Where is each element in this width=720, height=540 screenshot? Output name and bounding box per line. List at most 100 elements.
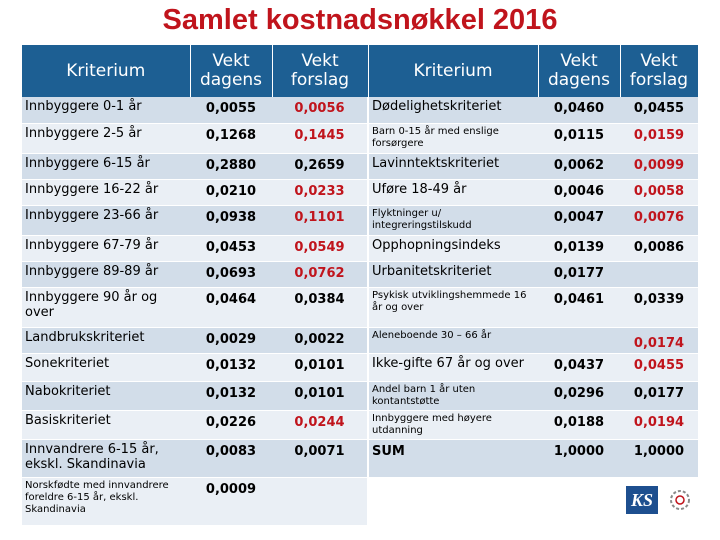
left-vekt-forslag: 0,1445: [272, 123, 368, 154]
right-criterion: Psykisk utviklingshemmede 16 år og over: [367, 287, 538, 328]
left-criterion: Innbyggere 2-5 år: [22, 123, 190, 154]
table-row: Innbyggere 6-15 år 0,2880 0,2659 Lavinnt…: [22, 153, 698, 180]
left-criterion: Innbyggere 89-89 år: [22, 261, 190, 288]
left-vekt-forslag: 0,0384: [272, 287, 368, 328]
header-vekt-forslag-left: Vekt forslag: [272, 45, 369, 97]
left-vekt-forslag: 0,0101: [272, 353, 368, 382]
left-vekt-dagens: 0,1268: [190, 123, 272, 154]
table-row: Innbyggere 90 år og over 0,0464 0,0384 P…: [22, 287, 698, 328]
right-vekt-dagens: 0,0062: [538, 153, 620, 180]
sum-label: SUM: [367, 439, 538, 478]
right-criterion: Uføre 18-49 år: [367, 179, 538, 206]
table-row: Innbyggere 16-22 år 0,0210 0,0233 Uføre …: [22, 179, 698, 206]
left-vekt-dagens: 0,0210: [190, 179, 272, 206]
left-vekt-dagens: 0,0009: [190, 477, 272, 526]
table-row: Innbyggere 2-5 år 0,1268 0,1445 Barn 0-1…: [22, 123, 698, 154]
right-vekt-forslag: 0,0076: [620, 205, 698, 236]
table-row: Innbyggere 23-66 år 0,0938 0,1101 Flyktn…: [22, 205, 698, 236]
left-vekt-forslag: [272, 477, 368, 526]
left-vekt-dagens: 0,0693: [190, 261, 272, 288]
left-criterion: Innbyggere 0-1 år: [22, 97, 190, 124]
page-title: Samlet kostnadsnøkkel 2016: [162, 4, 558, 36]
left-criterion: Landbrukskriteriet: [22, 327, 190, 354]
left-vekt-dagens: 0,0132: [190, 353, 272, 382]
left-vekt-forslag: 0,0762: [272, 261, 368, 288]
right-vekt-dagens: 0,0188: [538, 410, 620, 440]
ks-logo-text: KS: [626, 486, 658, 514]
table-row: Sonekriteriet 0,0132 0,0101 Ikke-gifte 6…: [22, 353, 698, 382]
left-vekt-forslag: 0,2659: [272, 153, 368, 180]
table-row: Innbyggere 67-79 år 0,0453 0,0549 Opphop…: [22, 235, 698, 262]
left-vekt-dagens: 0,0938: [190, 205, 272, 236]
right-vekt-dagens: 0,0437: [538, 353, 620, 382]
right-vekt-dagens: 0,0047: [538, 205, 620, 236]
left-criterion: Sonekriteriet: [22, 353, 190, 382]
table-row: Norskfødte med innvandrere foreldre 6-15…: [22, 477, 698, 526]
sum-vekt-dagens: 1,0000: [538, 439, 620, 478]
header-vekt-dagens-left: Vekt dagens: [190, 45, 273, 97]
sum-vekt-forslag: 1,0000: [620, 439, 698, 478]
header-vekt-forslag-right: Vekt forslag: [620, 45, 699, 97]
right-vekt-dagens: 0,0461: [538, 287, 620, 328]
table-row: Landbrukskriteriet 0,0029 0,0022 Alenebo…: [22, 327, 698, 354]
right-vekt-forslag: 0,0159: [620, 123, 698, 154]
table-row: Basiskriteriet 0,0226 0,0244 Innbyggere …: [22, 410, 698, 440]
left-vekt-forslag: 0,0101: [272, 381, 368, 411]
right-vekt-dagens: 0,0460: [538, 97, 620, 124]
right-vekt-forslag: 0,0086: [620, 235, 698, 262]
right-vekt-dagens: 0,0139: [538, 235, 620, 262]
left-criterion: Basiskriteriet: [22, 410, 190, 440]
left-vekt-dagens: 0,0453: [190, 235, 272, 262]
right-criterion: Innbyggere med høyere utdanning: [367, 410, 538, 440]
right-vekt-dagens: [538, 327, 620, 354]
table-row: Innbyggere 89-89 år 0,0693 0,0762 Urbani…: [22, 261, 698, 288]
right-criterion: Aleneboende 30 – 66 år: [367, 327, 538, 354]
left-vekt-dagens: 0,0029: [190, 327, 272, 354]
table-row: Nabokriteriet 0,0132 0,0101 Andel barn 1…: [22, 381, 698, 411]
left-criterion: Innbyggere 16-22 år: [22, 179, 190, 206]
left-criterion: Norskfødte med innvandrere foreldre 6-15…: [22, 477, 190, 526]
left-criterion: Innbyggere 67-79 år: [22, 235, 190, 262]
right-vekt-dagens: 0,0177: [538, 261, 620, 288]
right-vekt-forslag: [620, 261, 698, 288]
right-vekt-forslag-value: 0,0174: [633, 335, 685, 351]
header-kriterium-right: Kriterium: [368, 45, 539, 97]
left-vekt-forslag: 0,0056: [272, 97, 368, 124]
cost-key-table: Kriterium Vekt dagens Vekt forslag Krite…: [22, 45, 699, 526]
right-vekt-forslag: 0,0058: [620, 179, 698, 206]
ks-logo: KS: [626, 486, 698, 516]
right-criterion: Lavinntektskriteriet: [367, 153, 538, 180]
right-criterion: Andel barn 1 år uten kontantstøtte: [367, 381, 538, 411]
right-vekt-forslag: 0,0174: [620, 327, 698, 354]
left-criterion: Innbyggere 23-66 år: [22, 205, 190, 236]
right-vekt-forslag: 0,0099: [620, 153, 698, 180]
left-vekt-dagens: 0,0083: [190, 439, 272, 478]
right-vekt-forslag: 0,0455: [620, 97, 698, 124]
left-vekt-dagens: 0,2880: [190, 153, 272, 180]
header-kriterium-left: Kriterium: [22, 45, 191, 97]
left-vekt-dagens: 0,0132: [190, 381, 272, 411]
left-vekt-dagens: 0,0226: [190, 410, 272, 440]
left-criterion: Nabokriteriet: [22, 381, 190, 411]
right-vekt-forslag: 0,0194: [620, 410, 698, 440]
right-criterion: Urbanitetskriteriet: [367, 261, 538, 288]
right-criterion: Ikke-gifte 67 år og over: [367, 353, 538, 382]
table-row: Innbyggere 0-1 år 0,0055 0,0056 Dødeligh…: [22, 97, 698, 124]
right-criterion: Barn 0-15 år med enslige forsørgere: [367, 123, 538, 154]
right-criterion: Flyktninger u/ integreringstilskudd: [367, 205, 538, 236]
ks-emblem-icon: [670, 490, 690, 510]
right-vekt-dagens: 0,0115: [538, 123, 620, 154]
right-vekt-dagens: 0,0296: [538, 381, 620, 411]
right-vekt-dagens: 0,0046: [538, 179, 620, 206]
left-vekt-forslag: 0,0022: [272, 327, 368, 354]
left-vekt-forslag: 0,0244: [272, 410, 368, 440]
left-vekt-dagens: 0,0055: [190, 97, 272, 124]
right-vekt-forslag: 0,0339: [620, 287, 698, 328]
header-vekt-dagens-right: Vekt dagens: [538, 45, 621, 97]
left-vekt-forslag: 0,0549: [272, 235, 368, 262]
left-criterion: Innbyggere 90 år og over: [22, 287, 190, 328]
right-vekt-forslag: 0,0455: [620, 353, 698, 382]
left-vekt-forslag: 0,1101: [272, 205, 368, 236]
table-row: Innvandrere 6-15 år, ekskl. Skandinavia …: [22, 439, 698, 478]
left-criterion: Innbyggere 6-15 år: [22, 153, 190, 180]
